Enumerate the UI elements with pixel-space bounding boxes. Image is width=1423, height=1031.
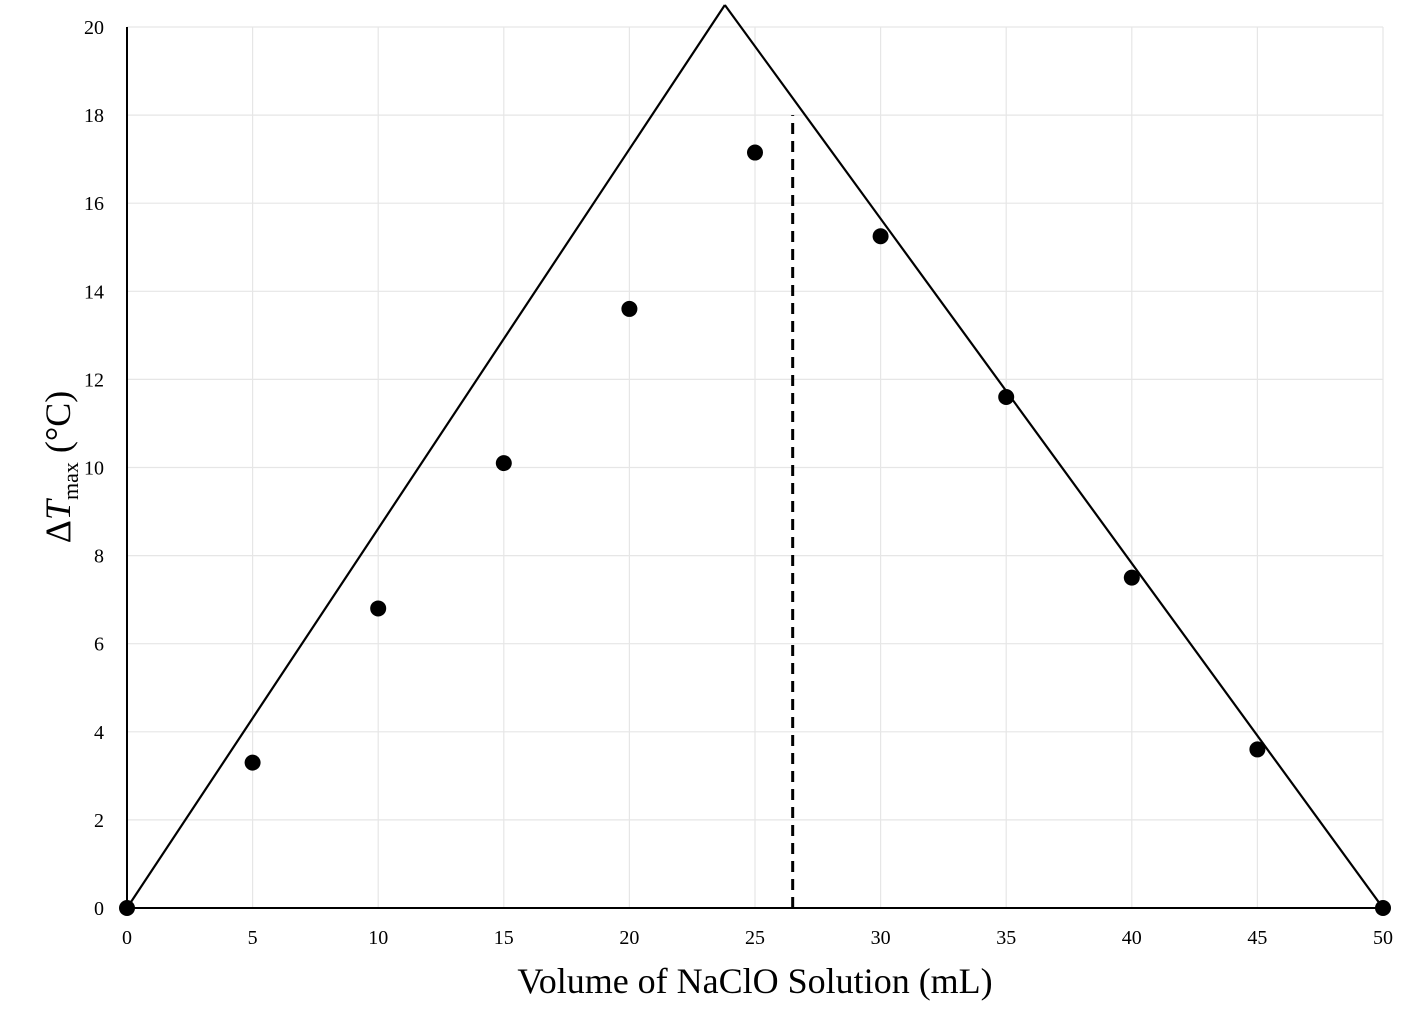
y-tick-label: 8: [94, 546, 104, 568]
data-point: [1123, 569, 1140, 586]
x-tick-label: 10: [368, 927, 388, 949]
y-tick-label: 6: [94, 634, 104, 656]
y-tick-label: 2: [94, 810, 104, 832]
fit-line: [127, 4, 726, 908]
data-point: [495, 455, 512, 472]
data-points: [119, 144, 1391, 916]
data-point: [1249, 741, 1266, 758]
y-axis-label: ΔTmax (°C): [38, 391, 83, 543]
x-tick-labels: 0 5 10 15 20 25 30 35 40 45 50: [122, 927, 1393, 949]
y-tick-label: 14: [84, 281, 104, 303]
y-tick-label: 12: [84, 369, 104, 391]
y-tick-label: 4: [94, 722, 104, 744]
data-point: [621, 300, 638, 317]
y-axis-label-symbol: T: [38, 497, 78, 520]
x-tick-label: 25: [745, 927, 765, 949]
axes: [126, 27, 1383, 909]
fit-line: [723, 4, 1383, 908]
x-tick-label: 15: [494, 927, 514, 949]
x-tick-label: 0: [122, 927, 132, 949]
data-point: [872, 228, 889, 245]
x-tick-label: 50: [1373, 927, 1393, 949]
x-tick-label: 40: [1122, 927, 1142, 949]
y-tick-label: 16: [84, 193, 104, 215]
y-tick-label: 10: [84, 458, 104, 480]
x-tick-label: 5: [248, 927, 258, 949]
data-point: [119, 900, 135, 916]
y-axis-label-delta: Δ: [38, 520, 78, 543]
x-tick-label: 30: [871, 927, 891, 949]
data-point: [370, 600, 387, 617]
data-point: [998, 389, 1015, 406]
x-tick-label: 20: [619, 927, 639, 949]
y-axis-label-subscript: max: [58, 462, 83, 500]
data-point: [1375, 900, 1391, 916]
y-tick-label: 0: [94, 898, 104, 920]
x-tick-label: 35: [996, 927, 1016, 949]
grid-lines: [127, 26, 1384, 908]
y-axis-label-unit: (°C): [38, 391, 78, 462]
fit-lines: [127, 4, 1383, 908]
data-point: [747, 144, 763, 161]
x-axis-label: Volume of NaClO Solution (mL): [517, 961, 992, 1001]
y-tick-label: 18: [84, 105, 104, 127]
data-point: [244, 754, 261, 771]
y-tick-label: 20: [84, 17, 104, 39]
y-tick-labels: 0 2 4 6 8 10 12 14 16 18 20: [84, 17, 104, 920]
x-tick-label: 45: [1247, 927, 1267, 949]
